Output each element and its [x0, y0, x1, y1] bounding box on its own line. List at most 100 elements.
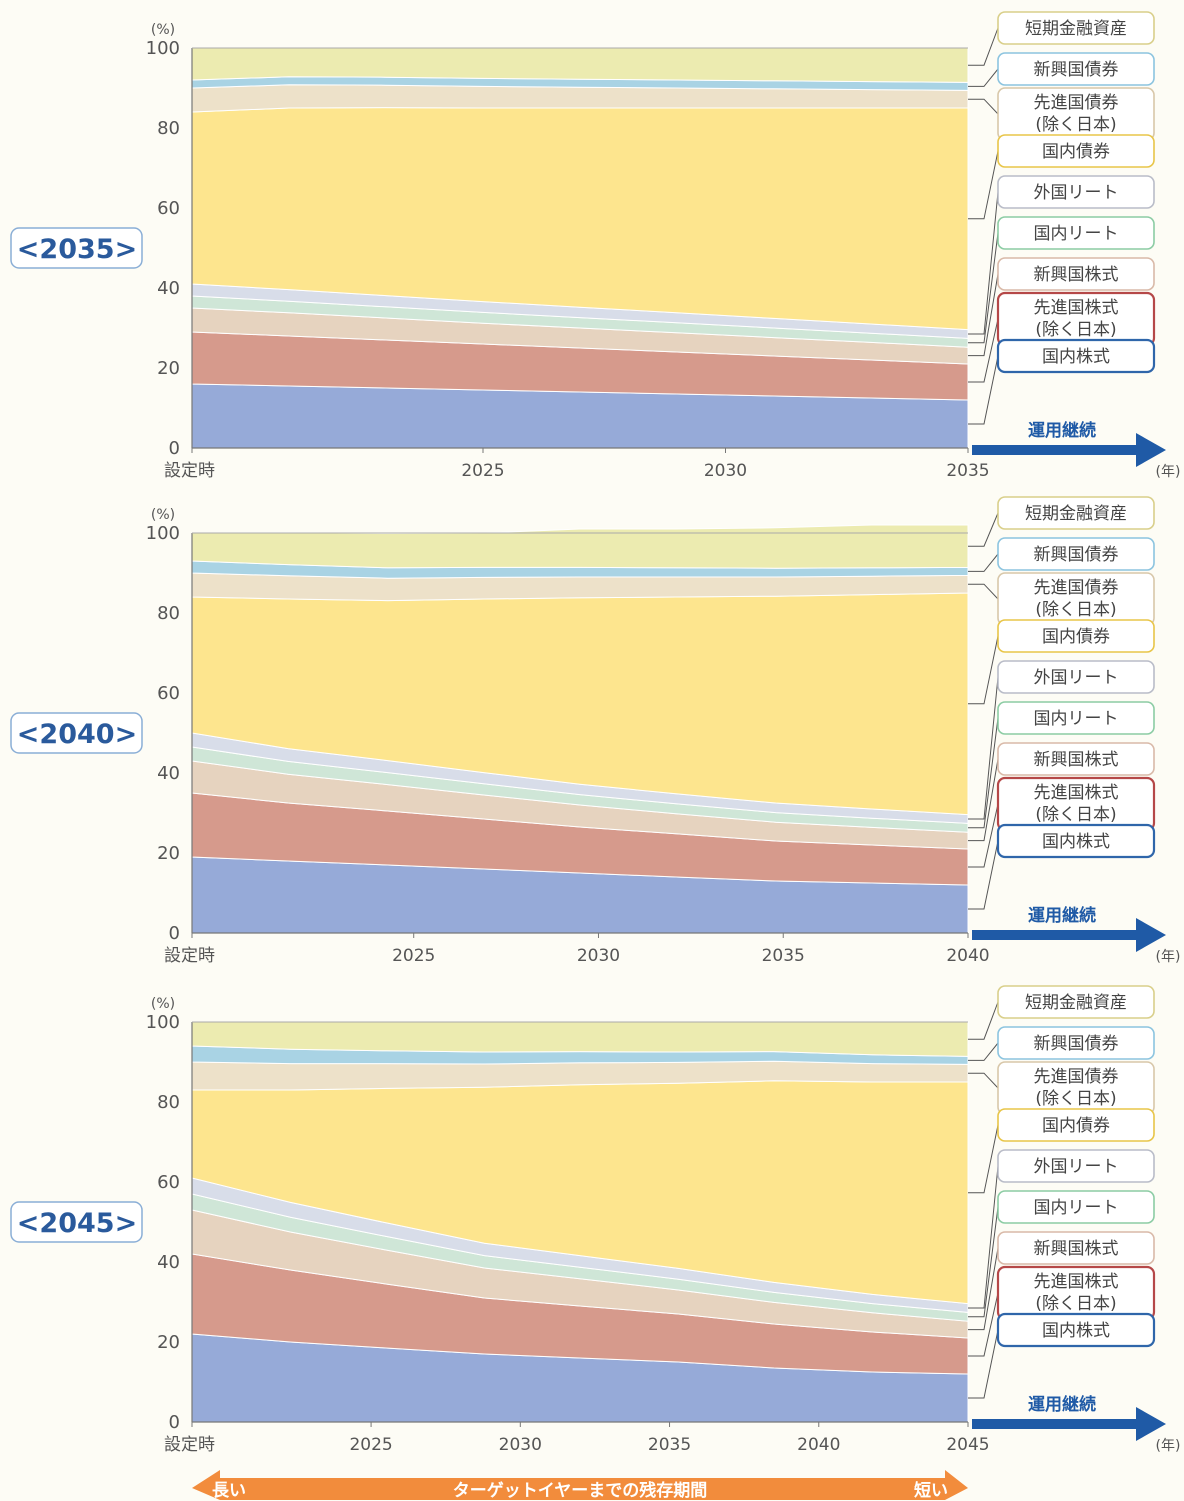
legend-label: 国内株式 [1042, 347, 1110, 367]
y-tick-label: 60 [157, 1172, 180, 1193]
x-tick-label: 2030 [704, 461, 747, 481]
legend-leader-line [968, 232, 999, 344]
legend-leader-line [968, 1292, 999, 1357]
legend-leader-line [968, 1042, 999, 1061]
y-tick-label: 40 [157, 1252, 180, 1273]
remaining-period-arrow-shape [192, 1470, 968, 1500]
y-tick-label: 20 [157, 1332, 180, 1353]
target-year-badge [10, 712, 143, 754]
legend-leader-line [968, 98, 999, 115]
legend-box-国内株式 [996, 823, 1156, 859]
legend-leader-line [968, 1247, 999, 1331]
legend-label: 新興国債券 [1034, 1034, 1119, 1054]
x-tick-label: 設定時 [164, 461, 215, 481]
continue-label: 運用継続 [1028, 420, 1096, 441]
legend-label: 先進国株式 [1034, 783, 1119, 803]
legend-box-国内債券 [997, 134, 1155, 168]
legend-leader-line [968, 355, 999, 425]
y-unit-label: (%) [151, 507, 175, 523]
legend-leader-line [968, 1329, 999, 1399]
legend-leader-line [968, 583, 999, 600]
legend-label: 外国リート [1034, 183, 1119, 203]
legend-box-国内リート [997, 1190, 1155, 1224]
y-tick-label: 80 [157, 1092, 180, 1113]
target-year-label: <2040> [17, 719, 137, 750]
legend-leader-line [968, 758, 999, 842]
target-year-label: <2045> [17, 1208, 137, 1239]
continue-arrow [972, 1407, 1166, 1441]
legend-leader-line [968, 318, 999, 383]
legend-box-短期金融資産 [997, 985, 1155, 1019]
legend-leader-line [968, 273, 999, 357]
legend-leader-line [968, 676, 999, 820]
legend-leader-line [968, 1072, 999, 1089]
x-tick-label: 2035 [648, 1435, 691, 1455]
continue-label: 運用継続 [1028, 1394, 1096, 1415]
continue-arrow [972, 433, 1166, 467]
legend-label: 新興国株式 [1034, 265, 1119, 285]
legend-label: 短期金融資産 [1025, 504, 1127, 524]
legend-box-外国リート [997, 660, 1155, 694]
legend-leader-line [968, 553, 999, 572]
legend-leader-line [968, 1001, 999, 1040]
legend-box-国内リート [997, 701, 1155, 735]
y-tick-label: 40 [157, 278, 180, 299]
year-unit-label: (年) [1156, 464, 1181, 480]
legend-box-新興国株式 [997, 1231, 1155, 1265]
legend-label: 国内株式 [1042, 832, 1110, 852]
label-remaining-period: ターゲットイヤーまでの残存期間 [453, 1480, 708, 1501]
legend-label: 国内リート [1034, 1198, 1119, 1218]
legend-label: 短期金融資産 [1025, 993, 1127, 1013]
legend-leader-line [968, 512, 999, 547]
legend-label: (除く日本) [1035, 1294, 1116, 1314]
x-tick-label: 2030 [499, 1435, 542, 1455]
legend-label: 先進国株式 [1034, 298, 1119, 318]
legend-label: 新興国債券 [1034, 60, 1119, 80]
target-year-label: <2035> [17, 234, 137, 265]
legend-label: 短期金融資産 [1025, 19, 1127, 39]
legend-box-国内債券 [997, 619, 1155, 653]
legend-label: (除く日本) [1035, 1089, 1116, 1109]
legend-label: 新興国債券 [1034, 545, 1119, 565]
x-tick-label: 2025 [392, 946, 435, 966]
legend-leader-line [968, 1206, 999, 1318]
legend-label: 外国リート [1034, 668, 1119, 688]
legend-label: 国内債券 [1042, 627, 1110, 647]
legend-label: 新興国株式 [1034, 1239, 1119, 1259]
target-year-badge [10, 227, 143, 269]
x-tick-label: 2025 [349, 1435, 392, 1455]
legend-label: 国内株式 [1042, 1321, 1110, 1341]
legend-box-新興国債券 [997, 1026, 1155, 1060]
target-year-badge [10, 1201, 143, 1243]
legend-label: 国内債券 [1042, 1116, 1110, 1136]
legend-label: 先進国株式 [1034, 1272, 1119, 1292]
legend-label: 国内リート [1034, 709, 1119, 729]
legend-box-国内株式 [996, 338, 1156, 374]
y-tick-label: 100 [146, 523, 180, 544]
legend-box-新興国債券 [997, 52, 1155, 86]
legend-leader-line [968, 803, 999, 868]
legend-label: (除く日本) [1035, 600, 1116, 620]
y-unit-label: (%) [151, 996, 175, 1012]
legend-label: 国内リート [1034, 224, 1119, 244]
legend-leader-line [968, 635, 999, 705]
legend-label: 先進国債券 [1034, 1067, 1119, 1087]
y-tick-label: 20 [157, 358, 180, 379]
y-tick-label: 20 [157, 843, 180, 864]
legend-label: (除く日本) [1035, 115, 1116, 135]
y-tick-label: 80 [157, 118, 180, 139]
legend-box-新興国株式 [997, 742, 1155, 776]
legend-box-国内株式 [996, 1312, 1156, 1348]
y-unit-label: (%) [151, 22, 175, 38]
y-tick-label: 80 [157, 603, 180, 624]
year-unit-label: (年) [1156, 949, 1181, 965]
area-短期金融資産 [191, 47, 969, 83]
legend-box-新興国債券 [997, 537, 1155, 571]
y-tick-label: 60 [157, 683, 180, 704]
y-tick-label: 40 [157, 763, 180, 784]
remaining-period-arrow: 長い ターゲットイヤーまでの残存期間 短い [192, 1470, 968, 1501]
legend-label: 先進国債券 [1034, 93, 1119, 113]
